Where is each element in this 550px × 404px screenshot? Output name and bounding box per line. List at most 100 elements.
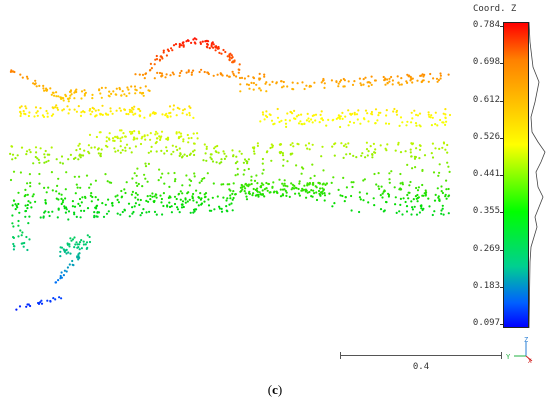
point [320,155,323,158]
point [309,177,312,180]
point [85,174,89,177]
point [322,182,325,185]
point [58,192,61,195]
point [367,120,370,123]
point [204,40,207,43]
point [406,81,409,84]
point [446,151,449,154]
point [359,198,362,201]
point [86,207,90,210]
point [268,83,271,86]
point [77,253,80,256]
point [339,194,342,197]
point [88,109,91,112]
point [190,179,193,183]
point [174,178,177,181]
point [189,211,192,214]
point [253,152,256,155]
point [397,141,400,144]
point [373,204,376,207]
point [158,59,161,62]
point [90,192,93,195]
point [212,74,215,77]
point [308,84,312,87]
point [271,185,274,188]
point [430,124,433,127]
point [195,201,198,204]
point [39,301,42,304]
point [364,109,368,112]
point [370,83,373,86]
point [143,77,146,80]
point [301,189,304,192]
point [293,184,296,187]
colorbar-tick-mark [500,212,503,214]
point [323,82,326,85]
point [371,156,374,159]
point [315,191,318,194]
point [79,186,82,189]
point [38,172,41,176]
colorbar-tick-mark [500,324,503,325]
point [117,201,120,204]
point [265,187,268,190]
point [235,155,238,158]
point [198,196,201,199]
point [73,213,76,216]
point [75,183,78,186]
point [193,41,196,44]
point [439,74,442,77]
point [248,87,251,90]
point [91,97,94,100]
point [139,198,142,202]
point [183,108,186,111]
point [141,73,145,76]
point [116,137,119,140]
point [437,79,440,82]
point [28,148,31,151]
point [19,112,23,115]
point [25,235,28,239]
point [9,178,13,182]
point [369,145,372,148]
point [339,79,343,82]
point [303,122,306,125]
point [440,212,443,215]
colorbar-histogram [529,22,546,328]
point [114,195,117,198]
point [22,245,25,248]
point [210,158,213,161]
point [311,183,314,186]
point [34,79,37,82]
point [446,161,449,164]
point [178,211,181,214]
point [178,131,181,134]
point [69,90,72,93]
point [370,75,373,78]
point [139,109,142,113]
point [89,113,92,116]
point [244,192,247,195]
point [437,195,440,198]
point [373,151,376,154]
point [136,193,139,196]
point [285,125,288,128]
point [318,182,321,185]
point [167,172,170,175]
point [18,305,22,308]
point [125,94,128,98]
point [192,69,195,72]
point [168,205,172,209]
point [290,182,293,185]
point [19,229,22,232]
point [42,115,46,118]
point [375,183,378,186]
point [358,191,361,194]
point [319,187,322,190]
point [325,182,329,185]
point [101,113,104,116]
point [256,189,259,193]
point [160,201,163,204]
point [149,62,152,65]
